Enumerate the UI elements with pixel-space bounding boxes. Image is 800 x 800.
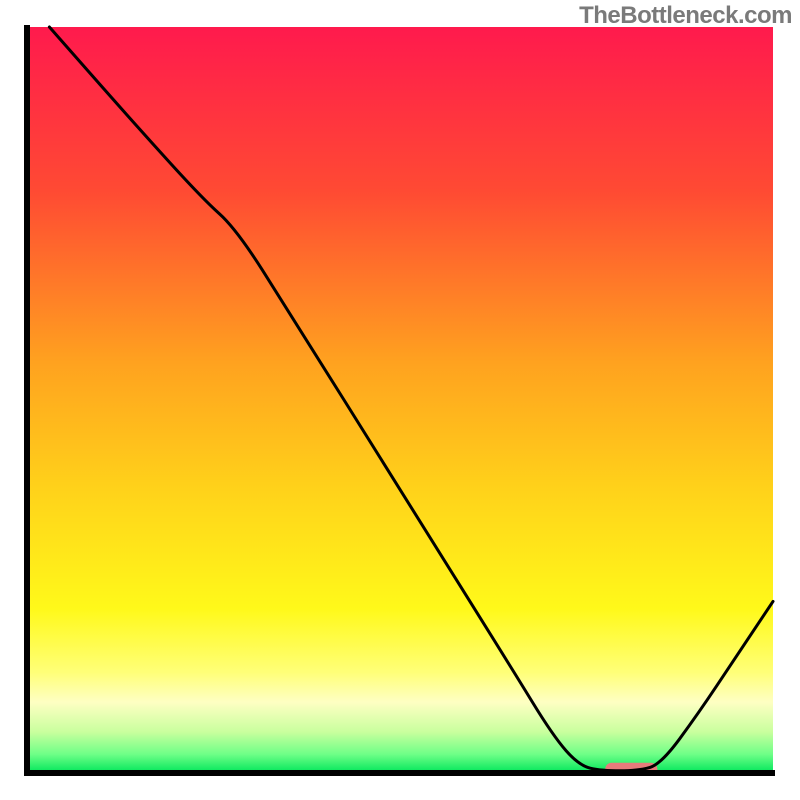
bottleneck-chart [0,0,800,800]
plot-background [27,27,773,773]
chart-container: TheBottleneck.com [0,0,800,800]
watermark-text: TheBottleneck.com [579,2,792,30]
